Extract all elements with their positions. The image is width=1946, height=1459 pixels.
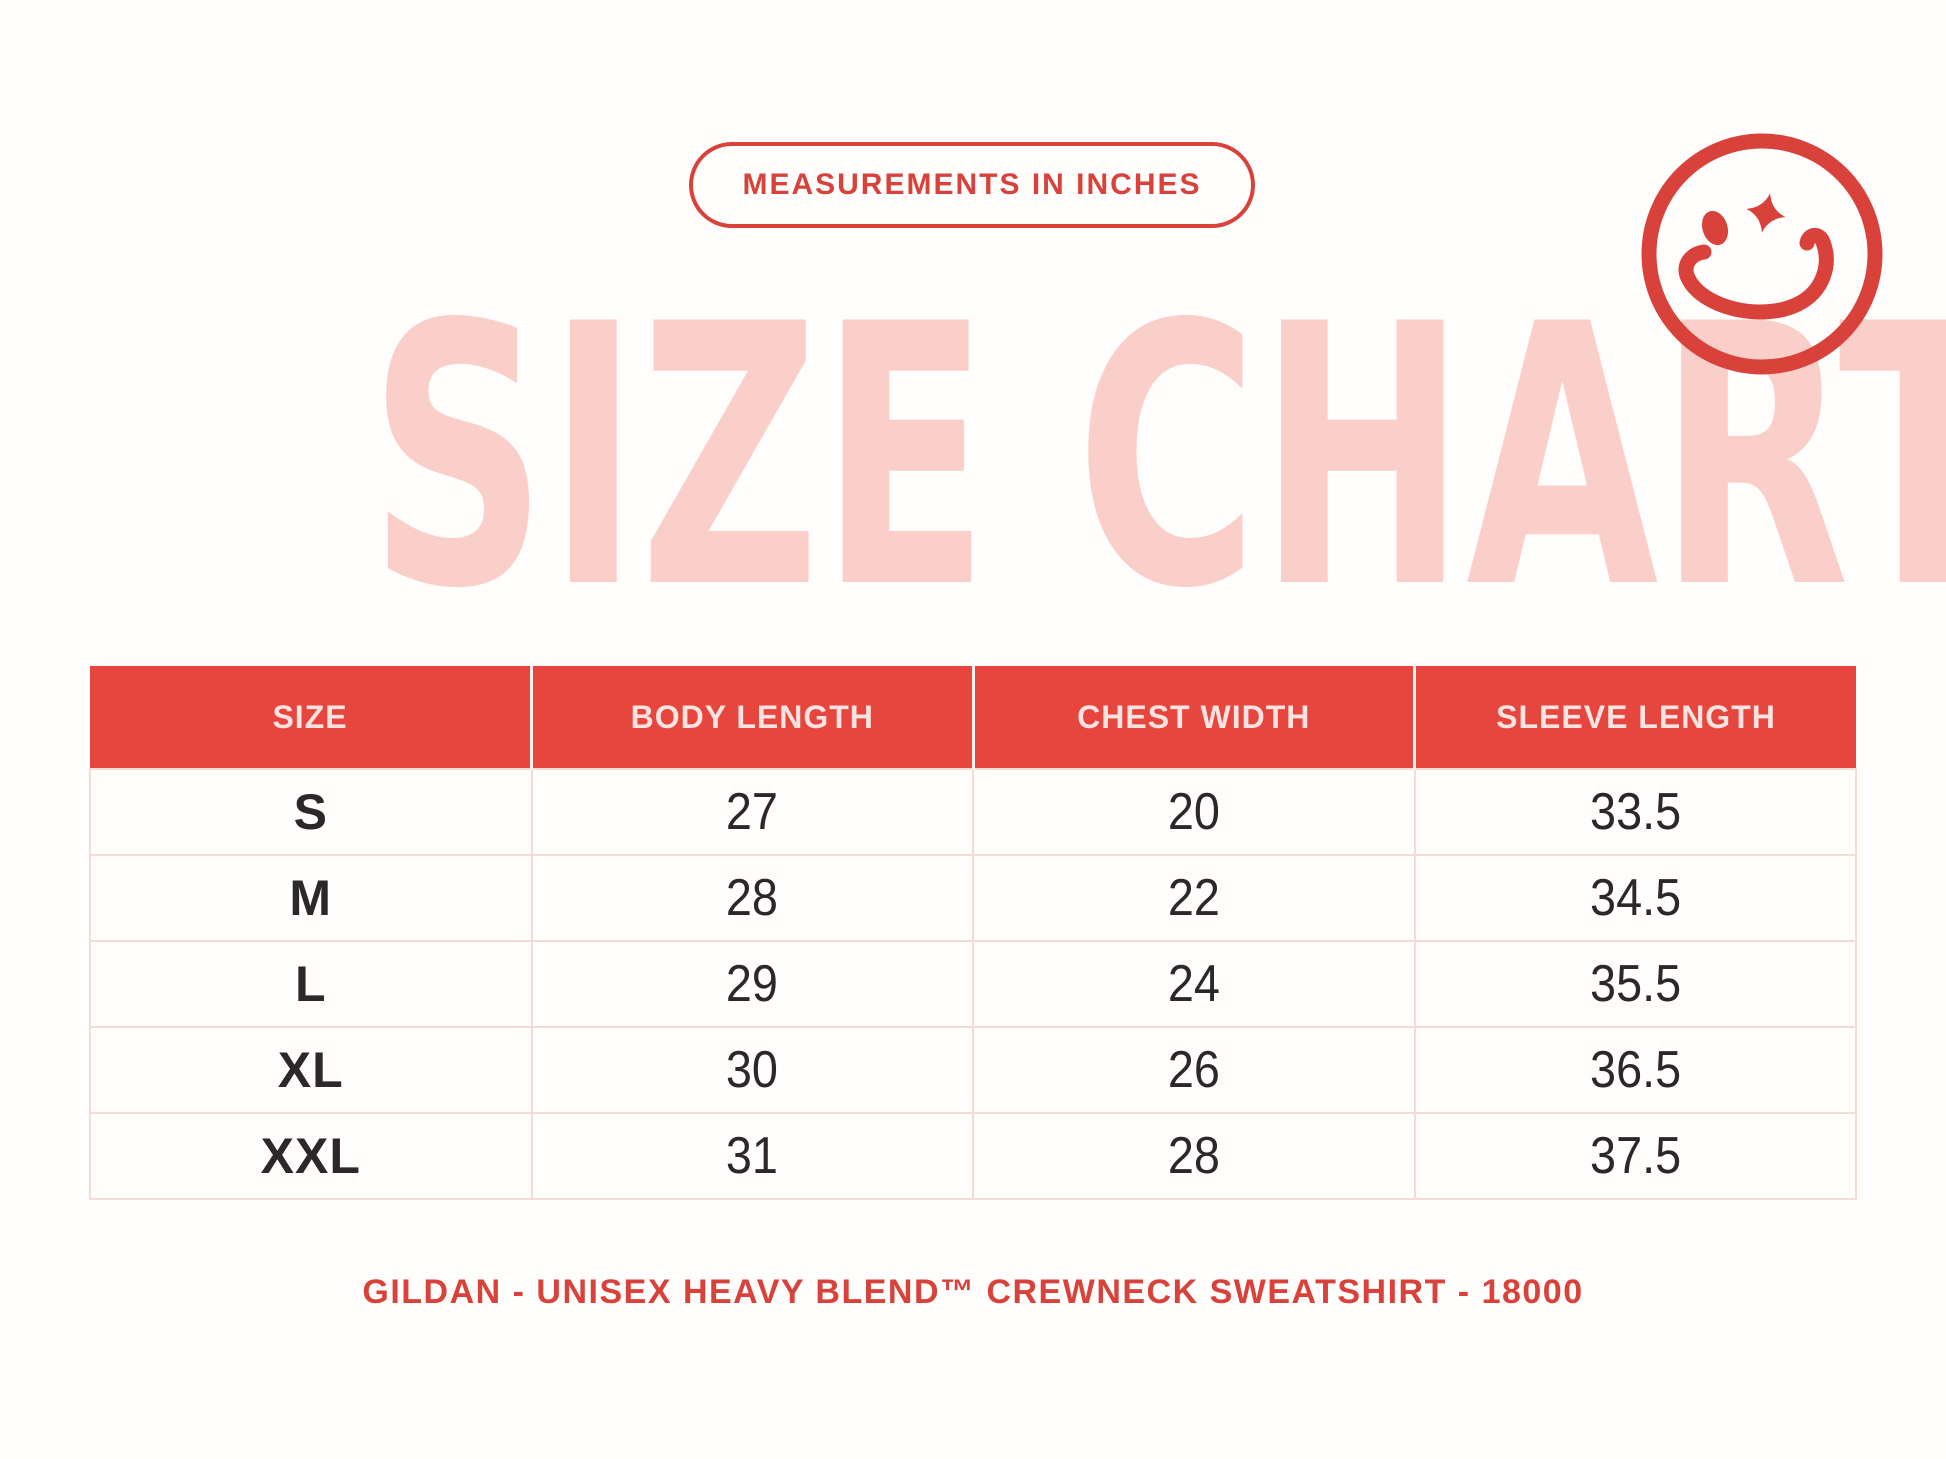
sleeve-length-cell: 35.5 (1413, 940, 1857, 1028)
size-cell: XXL (89, 1112, 533, 1200)
size-cell: L (89, 940, 533, 1028)
chest-width-cell: 22 (972, 854, 1416, 942)
smiley-sparkle-eye (1746, 193, 1786, 233)
table-row-xxl: XXL 31 28 37.5 (89, 1112, 1857, 1200)
smiley-left-eye (1701, 210, 1729, 246)
sleeve-length-cell: 37.5 (1413, 1112, 1857, 1200)
winking-smiley-icon (1641, 133, 1883, 375)
size-measurements-table: SIZE BODY LENGTH CHEST WIDTH SLEEVE LENG… (89, 666, 1857, 1200)
column-header-chest-width: CHEST WIDTH (971, 666, 1415, 769)
sleeve-length-cell: 36.5 (1413, 1026, 1857, 1114)
size-cell: XL (89, 1026, 533, 1114)
body-length-cell: 31 (530, 1112, 974, 1200)
sleeve-length-cell: 34.5 (1413, 854, 1857, 942)
table-row-xl: XL 30 26 36.5 (89, 1026, 1857, 1114)
chest-width-cell: 28 (972, 1112, 1416, 1200)
chest-width-cell: 20 (972, 768, 1416, 856)
product-name-caption: GILDAN - UNISEX HEAVY BLEND™ CREWNECK SW… (362, 1273, 1584, 1311)
body-length-cell: 29 (530, 940, 974, 1028)
body-length-cell: 27 (530, 768, 974, 856)
size-cell: S (89, 768, 533, 856)
body-length-cell: 28 (530, 854, 974, 942)
chest-width-cell: 24 (972, 940, 1416, 1028)
column-header-sleeve-length: SLEEVE LENGTH (1413, 666, 1856, 769)
table-row-m: M 28 22 34.5 (89, 854, 1857, 942)
body-length-cell: 30 (530, 1026, 974, 1114)
table-row-l: L 29 24 35.5 (89, 940, 1857, 1028)
table-row-s: S 27 20 33.5 (89, 768, 1857, 856)
sleeve-length-cell: 33.5 (1413, 768, 1857, 856)
column-header-body-length: BODY LENGTH (530, 666, 973, 769)
size-cell: M (89, 854, 533, 942)
table-header-row: SIZE BODY LENGTH CHEST WIDTH SLEEVE LENG… (90, 666, 1856, 769)
smiley-face-outline (1641, 133, 1883, 375)
column-header-size: SIZE (90, 666, 532, 769)
measurements-badge-label: MEASUREMENTS IN INCHES (742, 168, 1202, 201)
measurements-badge: MEASUREMENTS IN INCHES (689, 142, 1255, 228)
chest-width-cell: 26 (972, 1026, 1416, 1114)
smiley-smile (1678, 227, 1834, 320)
